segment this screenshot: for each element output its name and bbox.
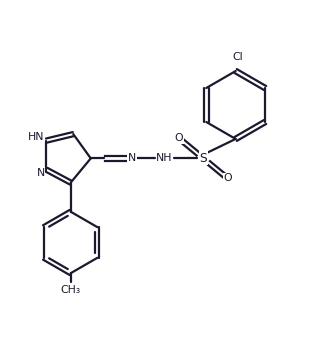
Text: HN: HN [28, 132, 45, 142]
Text: S: S [199, 152, 207, 165]
Text: NH: NH [156, 153, 173, 163]
Text: N: N [37, 168, 45, 178]
Text: CH₃: CH₃ [61, 285, 81, 295]
Text: O: O [175, 133, 183, 143]
Text: Cl: Cl [232, 52, 242, 62]
Text: O: O [223, 174, 232, 183]
Text: N: N [128, 153, 136, 163]
